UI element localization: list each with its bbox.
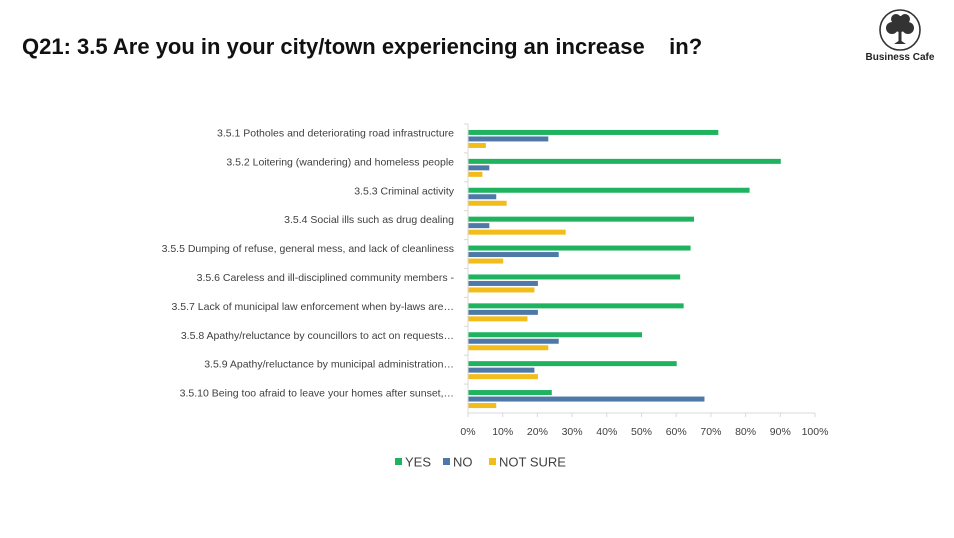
bar-no bbox=[468, 396, 705, 402]
bar-not-sure bbox=[468, 229, 566, 235]
category-label: 3.5.5 Dumping of refuse, general mess, a… bbox=[162, 243, 454, 255]
bar-no bbox=[468, 223, 490, 229]
legend-label: NOT SURE bbox=[499, 455, 566, 470]
x-tick-label: 0% bbox=[460, 426, 475, 438]
bar-no bbox=[468, 252, 559, 258]
category-label: 3.5.2 Loitering (wandering) and homeless… bbox=[226, 156, 454, 168]
bar-no bbox=[468, 367, 535, 373]
bar-no bbox=[468, 165, 490, 171]
x-tick-label: 20% bbox=[527, 426, 548, 438]
x-tick-label: 100% bbox=[802, 426, 829, 438]
bar-no bbox=[468, 280, 538, 286]
bar-no bbox=[468, 309, 538, 315]
bar-not-sure bbox=[468, 287, 535, 293]
bar-yes bbox=[468, 274, 681, 280]
category-label: 3.5.8 Apathy/reluctance by councillors t… bbox=[181, 330, 454, 342]
category-label: 3.5.7 Lack of municipal law enforcement … bbox=[172, 301, 454, 313]
legend-label: NO bbox=[453, 455, 473, 470]
x-tick-label: 30% bbox=[562, 426, 583, 438]
x-tick-label: 80% bbox=[735, 426, 756, 438]
x-tick-label: 50% bbox=[631, 426, 652, 438]
category-label: 3.5.1 Potholes and deteriorating road in… bbox=[217, 127, 454, 139]
bar-not-sure bbox=[468, 316, 528, 322]
legend-swatch-yes bbox=[395, 458, 402, 465]
category-label: 3.5.3 Criminal activity bbox=[354, 185, 455, 197]
slide-title: Q21: 3.5 Are you in your city/town exper… bbox=[22, 34, 703, 59]
bar-not-sure bbox=[468, 142, 486, 148]
legend-swatch-no bbox=[443, 458, 450, 465]
bar-not-sure bbox=[468, 171, 483, 177]
legend-label: YES bbox=[405, 455, 431, 470]
legend-swatch-not-sure bbox=[489, 458, 496, 465]
bar-not-sure bbox=[468, 258, 504, 264]
bar-yes bbox=[468, 361, 677, 367]
category-label: 3.5.10 Being too afraid to leave your ho… bbox=[180, 388, 454, 400]
category-label: 3.5.9 Apathy/reluctance by municipal adm… bbox=[204, 359, 454, 371]
logo: Business Cafe bbox=[856, 8, 946, 68]
tree-icon bbox=[879, 9, 921, 51]
bar-not-sure bbox=[468, 374, 538, 380]
x-tick-label: 90% bbox=[770, 426, 791, 438]
bar-yes bbox=[468, 390, 552, 396]
bar-not-sure bbox=[468, 403, 497, 409]
bar-not-sure bbox=[468, 345, 549, 351]
logo-text: Business Cafe bbox=[865, 52, 935, 63]
bar-yes bbox=[468, 216, 695, 222]
bar-yes bbox=[468, 129, 719, 135]
bar-yes bbox=[468, 187, 750, 193]
bar-yes bbox=[468, 332, 642, 338]
x-tick-label: 70% bbox=[700, 426, 721, 438]
bar-no bbox=[468, 194, 497, 200]
bar-not-sure bbox=[468, 200, 507, 206]
bar-no bbox=[468, 136, 549, 142]
x-tick-label: 60% bbox=[666, 426, 687, 438]
bar-yes bbox=[468, 245, 691, 251]
bar-yes bbox=[468, 303, 684, 309]
bar-no bbox=[468, 338, 559, 344]
category-label: 3.5.4 Social ills such as drug dealing bbox=[284, 214, 454, 226]
x-tick-label: 40% bbox=[596, 426, 617, 438]
category-label: 3.5.6 Careless and ill-disciplined commu… bbox=[197, 272, 455, 284]
bar-yes bbox=[468, 158, 781, 164]
x-tick-label: 10% bbox=[492, 426, 513, 438]
